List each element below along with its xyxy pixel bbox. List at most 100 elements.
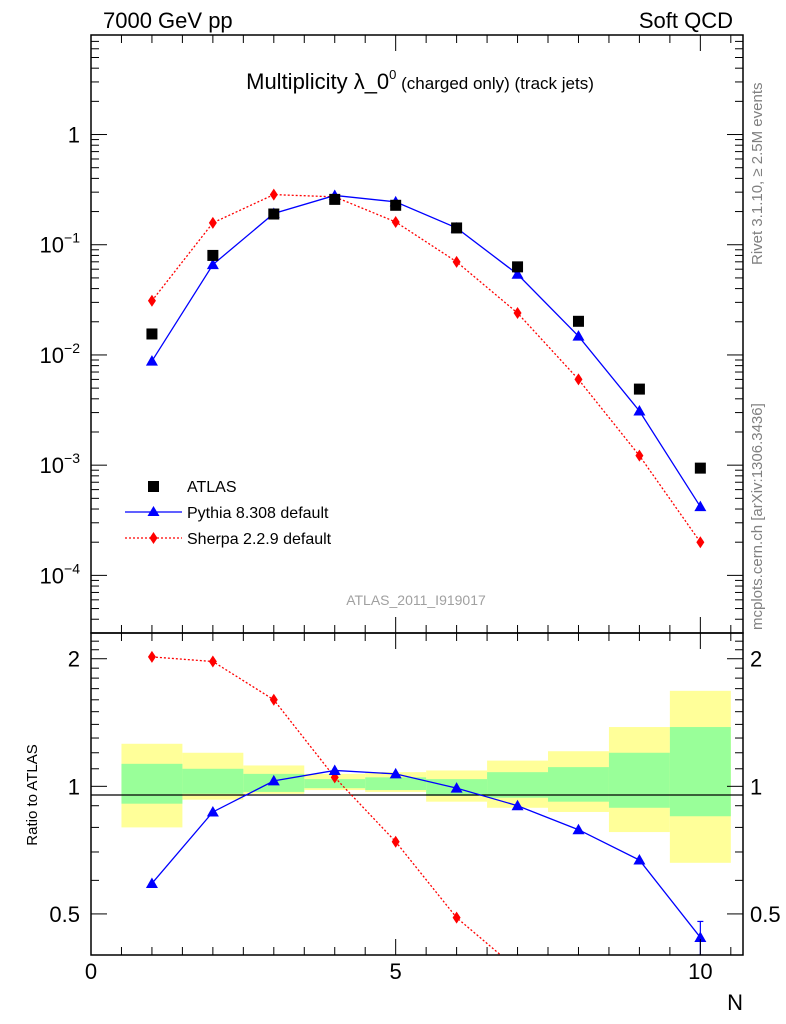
ratio-y-tick-label-right: 1	[750, 774, 762, 799]
ratio-green-band	[487, 772, 549, 798]
main-atlas-point	[268, 208, 280, 220]
ratio-sherpa-point	[514, 963, 522, 975]
main-atlas-point	[146, 328, 158, 340]
x-tick-label: 0	[85, 959, 97, 984]
rivet-label: Rivet 3.1.10, ≥ 2.5M events	[749, 83, 766, 266]
ratio-pythia-point	[572, 823, 585, 835]
ratio-y-tick-label-left: 1	[68, 774, 80, 799]
main-y-tick-label: 1	[68, 123, 80, 148]
x-tick-label: 10	[688, 959, 712, 984]
tick-base: 10	[40, 563, 64, 588]
mcplots-label: mcplots.cern.ch [arXiv:1306.3436]	[749, 403, 766, 630]
ratio-y-tick-label-left: 2	[68, 647, 80, 672]
main-atlas-point	[512, 261, 524, 273]
ratio-pythia-point	[145, 877, 158, 888]
x-tick-label: 5	[390, 959, 402, 984]
ratio-sherpa-point	[208, 655, 217, 668]
legend-item-sherpa: Sherpa 2.2.9 default	[125, 531, 332, 548]
main-pythia-point	[572, 330, 585, 341]
legend-sherpa-marker	[149, 532, 158, 544]
main-pythia-point	[206, 258, 219, 270]
legend-pythia-label: Pythia 8.308 default	[187, 505, 329, 522]
main-atlas-point	[633, 383, 645, 395]
main-sherpa-point	[269, 188, 278, 201]
ratio-green-band	[669, 727, 731, 817]
chart-title-sub: (charged only) (track jets)	[396, 74, 593, 93]
ratio-green-band	[548, 767, 609, 802]
main-pythia-point	[633, 405, 646, 416]
main-atlas-point	[207, 249, 219, 261]
ratio-green-band	[608, 752, 670, 808]
main-sherpa-line	[151, 193, 701, 543]
main-sherpa-point	[635, 449, 644, 462]
main-sherpa-point	[696, 536, 705, 549]
header-left-label: 7000 GeV pp	[103, 8, 233, 33]
ratio-pythia-point	[206, 805, 219, 817]
ratio-sherpa-point	[391, 835, 400, 848]
legend-atlas-label: ATLAS	[187, 479, 237, 496]
ratio-clipped-group	[145, 650, 707, 975]
tick-base: 10	[40, 233, 64, 258]
legend-atlas-marker	[148, 481, 159, 492]
legend-pythia-marker	[147, 506, 160, 516]
ratio-sherpa-point	[269, 693, 278, 706]
ratio-sherpa-line	[151, 656, 502, 955]
chart-title-sup: 0	[389, 67, 396, 82]
chart-title: Multiplicity λ_00 (charged only) (track …	[246, 67, 594, 94]
legend: ATLAS Pythia 8.308 default Sherpa 2.2.9 …	[125, 479, 332, 548]
analysis-watermark: ATLAS_2011_I919017	[346, 592, 486, 608]
main-sherpa-point	[513, 307, 522, 320]
ratio-sherpa-point	[452, 911, 461, 924]
ratio-y-tick-label-left: 0.5	[49, 902, 80, 927]
ratio-green-band	[182, 768, 244, 794]
main-y-tick-label: 10−2	[40, 340, 81, 368]
main-sherpa-point	[208, 216, 217, 229]
main-pythia-point	[511, 268, 524, 279]
ratio-green-band	[121, 763, 183, 804]
ratio-uncertainty-bands	[121, 690, 731, 863]
main-panel: 110−110−210−310−4	[40, 34, 744, 634]
ratio-pythia-point	[267, 774, 280, 786]
header-right-label: Soft QCD	[639, 8, 733, 33]
main-atlas-point	[694, 462, 706, 474]
main-sherpa-point	[147, 294, 156, 307]
legend-item-atlas: ATLAS	[148, 479, 237, 496]
ratio-tick-labels: 0.5 0.5 1 1 2 2	[49, 647, 780, 927]
main-series-group	[145, 188, 707, 549]
ratio-y-tick-label-right: 0.5	[750, 902, 781, 927]
main-sherpa-point	[452, 255, 461, 268]
main-pythia-line	[151, 194, 701, 508]
ratio-pythia-line	[151, 769, 701, 938]
main-y-tick-label: 10−3	[40, 450, 81, 478]
ratio-panel-frame	[90, 632, 744, 956]
legend-sherpa-label: Sherpa 2.2.9 default	[187, 531, 332, 548]
tick-exponent: −3	[64, 450, 80, 466]
legend-item-pythia: Pythia 8.308 default	[125, 505, 329, 522]
main-pythia-point	[694, 500, 707, 512]
main-sherpa-point	[391, 215, 400, 228]
ratio-sherpa-point	[147, 650, 156, 663]
ratio-series-group	[145, 650, 707, 975]
ratio-pythia-point	[633, 854, 646, 865]
x-axis-label: N	[727, 990, 743, 1015]
ratio-green-band	[304, 779, 366, 789]
ratio-green-band	[365, 777, 427, 791]
tick-exponent: −2	[64, 340, 80, 356]
main-atlas-point	[390, 199, 402, 211]
ratio-y-axis-label: Ratio to ATLAS	[24, 744, 41, 845]
chart-title-main: Multiplicity λ_0	[246, 69, 389, 94]
tick-exponent: −1	[64, 230, 80, 246]
tick-base: 10	[40, 343, 64, 368]
main-y-tick-label: 10−4	[40, 560, 81, 588]
ratio-pythia-point	[389, 767, 402, 779]
ratio-axis-ticks	[90, 632, 743, 956]
ratio-pythia-point	[511, 799, 524, 811]
ratio-y-tick-label-right: 2	[750, 647, 762, 672]
ratio-pythia-point	[328, 764, 341, 775]
main-y-tick-labels: 110−110−210−310−4	[40, 123, 81, 589]
main-y-tick-label: 10−1	[40, 230, 81, 258]
main-atlas-point	[572, 315, 584, 327]
main-axis-ticks	[90, 34, 743, 634]
tick-exponent: −4	[64, 560, 80, 576]
